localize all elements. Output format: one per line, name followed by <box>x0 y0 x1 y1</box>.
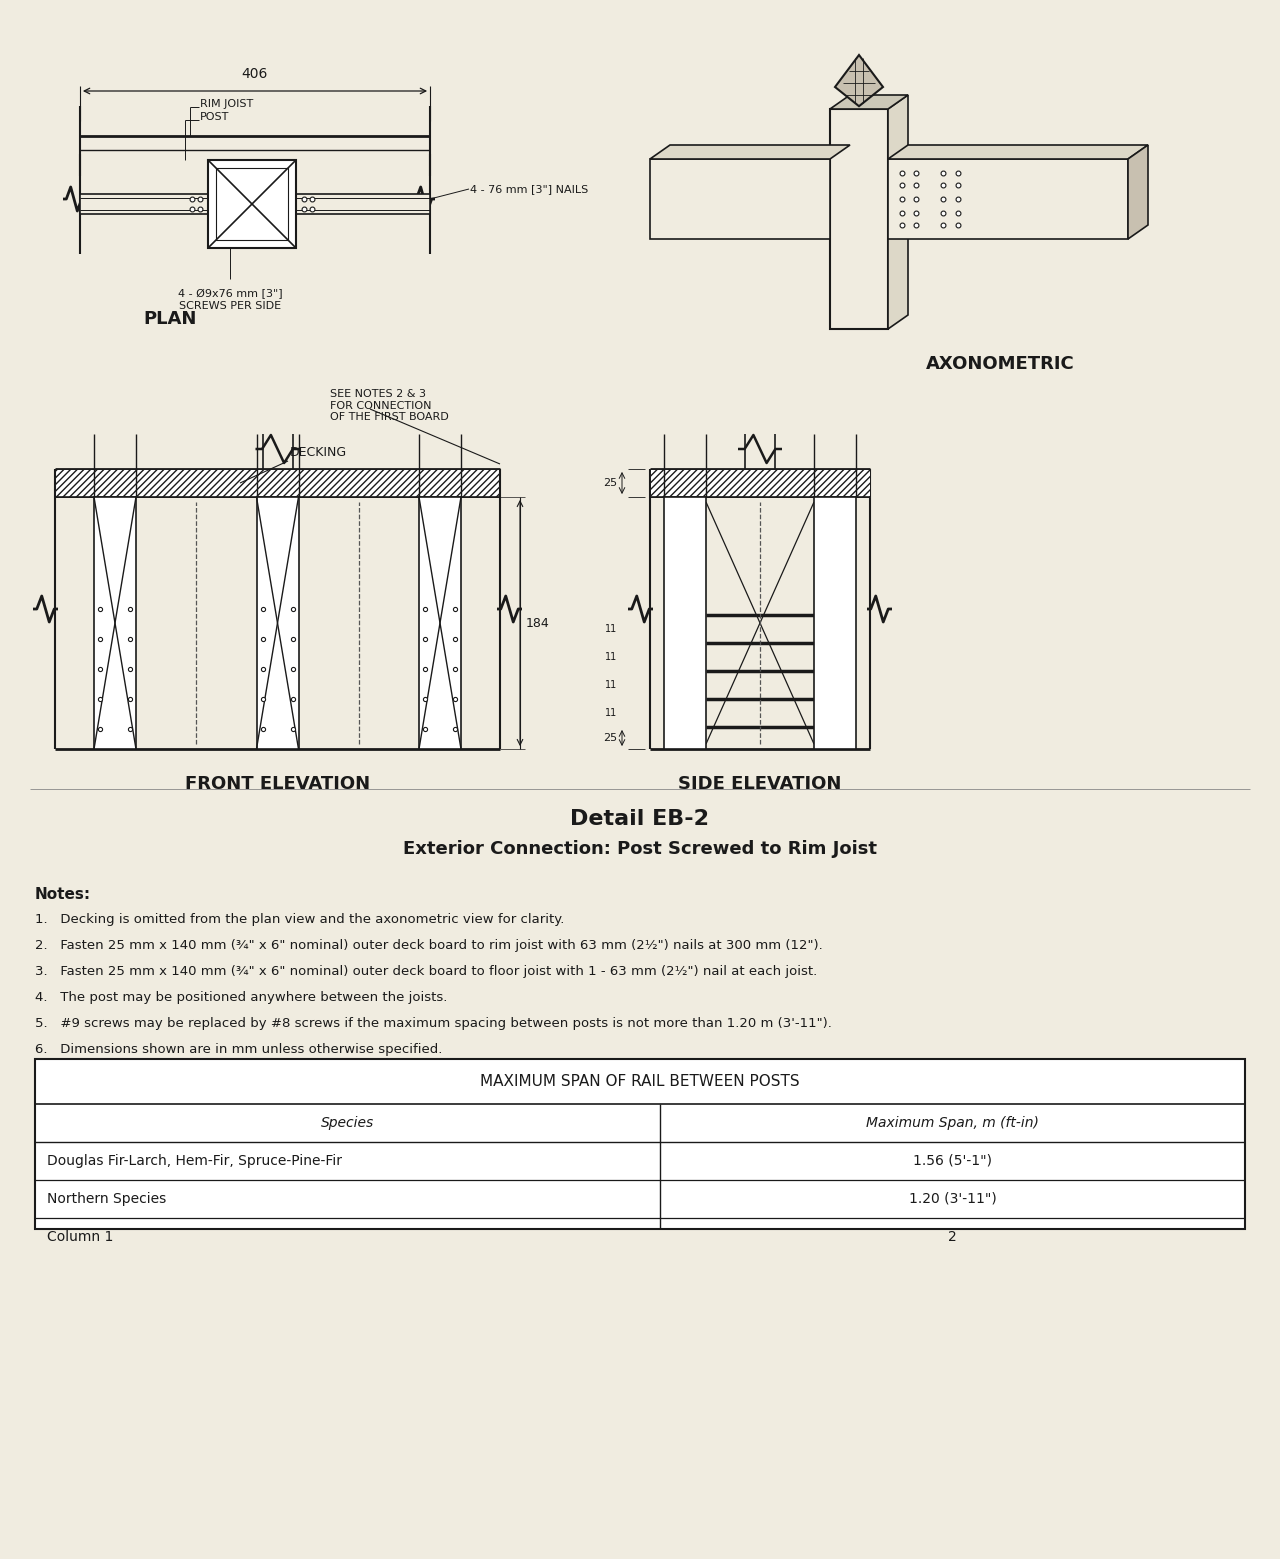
Text: 3.   Fasten 25 mm x 140 mm (¾" x 6" nominal) outer deck board to floor joist wit: 3. Fasten 25 mm x 140 mm (¾" x 6" nomina… <box>35 965 817 977</box>
Bar <box>79 193 207 214</box>
Polygon shape <box>835 55 883 106</box>
Text: Exterior Connection: Post Screwed to Rim Joist: Exterior Connection: Post Screwed to Rim… <box>403 840 877 857</box>
Text: 25: 25 <box>603 479 617 488</box>
Bar <box>829 109 888 329</box>
Text: 5.   #9 screws may be replaced by #8 screws if the maximum spacing between posts: 5. #9 screws may be replaced by #8 screw… <box>35 1016 832 1030</box>
Text: 25: 25 <box>603 733 617 744</box>
Text: Northern Species: Northern Species <box>47 1193 166 1207</box>
Text: SIDE ELEVATION: SIDE ELEVATION <box>678 775 842 794</box>
Bar <box>216 168 288 240</box>
Text: Notes:: Notes: <box>35 887 91 903</box>
Text: 4 - 76 mm [3"] NAILS: 4 - 76 mm [3"] NAILS <box>470 184 589 193</box>
Text: 2: 2 <box>948 1230 957 1244</box>
Text: Column 1: Column 1 <box>47 1230 114 1244</box>
Text: AXONOMETRIC: AXONOMETRIC <box>925 355 1074 373</box>
Text: 1.20 (3'-11"): 1.20 (3'-11") <box>909 1193 996 1207</box>
Text: 4.   The post may be positioned anywhere between the joists.: 4. The post may be positioned anywhere b… <box>35 992 448 1004</box>
Text: Douglas Fir-Larch, Hem-Fir, Spruce-Pine-Fir: Douglas Fir-Larch, Hem-Fir, Spruce-Pine-… <box>47 1154 342 1168</box>
Text: SEE NOTES 2 & 3
FOR CONNECTION
OF THE FIRST BOARD: SEE NOTES 2 & 3 FOR CONNECTION OF THE FI… <box>330 390 449 422</box>
Bar <box>207 161 296 248</box>
Bar <box>256 497 298 748</box>
Text: 11: 11 <box>604 680 617 691</box>
Bar <box>814 497 856 748</box>
Text: 11: 11 <box>604 624 617 635</box>
Text: FRONT ELEVATION: FRONT ELEVATION <box>184 775 370 794</box>
Polygon shape <box>1128 145 1148 239</box>
Text: 6.   Dimensions shown are in mm unless otherwise specified.: 6. Dimensions shown are in mm unless oth… <box>35 1043 443 1055</box>
Text: 1.56 (5'-1"): 1.56 (5'-1") <box>913 1154 992 1168</box>
Polygon shape <box>888 95 908 329</box>
Polygon shape <box>650 159 829 239</box>
Text: Species: Species <box>321 1116 374 1130</box>
Text: 184: 184 <box>526 616 550 630</box>
Text: 4 - Ø9x76 mm [3"]
SCREWS PER SIDE: 4 - Ø9x76 mm [3"] SCREWS PER SIDE <box>178 288 283 310</box>
Polygon shape <box>829 95 908 109</box>
Polygon shape <box>888 145 1148 159</box>
Text: 406: 406 <box>242 67 269 81</box>
Bar <box>35 1059 1245 1228</box>
Bar <box>55 469 500 497</box>
Text: RIM JOIST: RIM JOIST <box>200 100 253 109</box>
Text: 2.   Fasten 25 mm x 140 mm (¾" x 6" nominal) outer deck board to rim joist with : 2. Fasten 25 mm x 140 mm (¾" x 6" nomina… <box>35 939 823 953</box>
Text: POST: POST <box>200 112 229 122</box>
Bar <box>419 497 461 748</box>
Text: MAXIMUM SPAN OF RAIL BETWEEN POSTS: MAXIMUM SPAN OF RAIL BETWEEN POSTS <box>480 1074 800 1090</box>
Polygon shape <box>650 145 850 159</box>
Bar <box>93 497 136 748</box>
Bar <box>296 193 430 214</box>
Text: 1.   Decking is omitted from the plan view and the axonometric view for clarity.: 1. Decking is omitted from the plan view… <box>35 914 564 926</box>
Text: Detail EB-2: Detail EB-2 <box>571 809 709 829</box>
Text: PLAN: PLAN <box>143 310 197 327</box>
Text: Maximum Span, m (ft-in): Maximum Span, m (ft-in) <box>867 1116 1039 1130</box>
Bar <box>664 497 707 748</box>
Bar <box>650 469 870 497</box>
Bar <box>888 159 1128 239</box>
Text: 11: 11 <box>604 652 617 663</box>
Text: DECKING: DECKING <box>291 446 347 458</box>
Text: 11: 11 <box>604 708 617 719</box>
